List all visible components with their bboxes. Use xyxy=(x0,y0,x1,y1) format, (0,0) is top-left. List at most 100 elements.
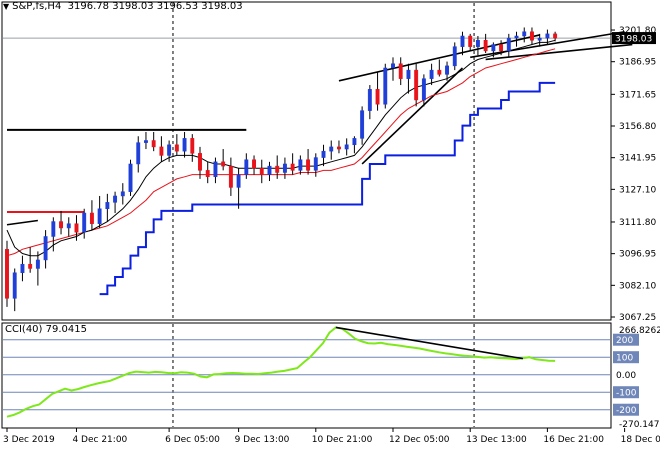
cci-levels: 200 100 0.00 -100 -200 xyxy=(3,333,639,416)
candle xyxy=(228,157,233,196)
candle xyxy=(437,59,442,77)
candle xyxy=(113,191,118,214)
candle xyxy=(182,131,187,158)
candle xyxy=(244,153,249,179)
price-tick-label: 3111.80 xyxy=(619,218,656,228)
time-tick-label: 18 Dec 05:00 xyxy=(621,435,660,445)
candle xyxy=(136,136,141,173)
candle xyxy=(352,136,357,154)
candle xyxy=(82,208,87,239)
candle xyxy=(429,63,434,86)
candle xyxy=(105,193,110,222)
candle xyxy=(321,144,326,167)
candle xyxy=(198,146,202,179)
ema-fast-line xyxy=(6,39,556,257)
dropdown-triangle-icon[interactable]: ▼ xyxy=(3,2,10,11)
ema-slow-line xyxy=(6,48,556,257)
candle xyxy=(128,159,133,196)
candle xyxy=(360,106,365,145)
candle xyxy=(159,136,164,162)
cci-level-tag xyxy=(613,403,639,416)
candle xyxy=(43,230,48,269)
candle xyxy=(74,215,79,241)
candle xyxy=(329,140,334,160)
candle xyxy=(97,195,102,228)
candle xyxy=(236,168,241,209)
candle xyxy=(398,57,403,86)
candle xyxy=(252,155,256,175)
cci-level-label: 200 xyxy=(616,336,633,346)
trend-line xyxy=(338,34,540,82)
candle xyxy=(205,161,210,184)
candle xyxy=(89,200,94,231)
time-tick-label: 6 Dec 05:00 xyxy=(165,435,220,445)
cci-min-label: -270.1479 xyxy=(619,420,660,430)
cci-level-label: 100 xyxy=(616,354,633,364)
time-tick-label: 16 Dec 21:00 xyxy=(543,435,604,445)
candle xyxy=(460,31,465,56)
candle xyxy=(259,159,264,184)
price-tick-label: 3067.25 xyxy=(619,313,656,323)
cci-min-label-group: -270.1479 xyxy=(619,420,660,430)
cci-line xyxy=(6,326,556,418)
price-axis: 3201.80 3186.95 3171.65 3156.80 3141.95 3127.… xyxy=(611,26,656,323)
time-axis: 3 Dec 2019 4 Dec 21:00 6 Dec 05:00 9 Dec 13… xyxy=(3,428,660,445)
cci-level-label: -100 xyxy=(616,389,637,399)
candle xyxy=(367,85,372,120)
price-tick-label: 3201.80 xyxy=(619,26,656,36)
cci-level-tag xyxy=(613,333,639,346)
candle xyxy=(491,42,496,58)
time-tick-label: 13 Dec 13:00 xyxy=(466,435,527,445)
price-tick-label: 3156.80 xyxy=(619,122,656,132)
candle xyxy=(375,72,380,111)
candle xyxy=(298,155,303,175)
candle xyxy=(506,33,511,58)
candle xyxy=(213,157,218,184)
main-grid xyxy=(3,3,610,427)
candle xyxy=(452,42,457,71)
candle xyxy=(337,140,341,154)
candle xyxy=(483,33,488,54)
cci-indicator-label: CCI(40) 79.0415 xyxy=(5,324,87,335)
candle xyxy=(406,63,411,94)
price-tick-label: 3141.95 xyxy=(619,154,656,164)
candle xyxy=(313,153,318,177)
candle xyxy=(120,183,125,205)
ohlc-values: 3196.78 3198.03 3196.53 3198.03 xyxy=(67,1,243,12)
candle xyxy=(445,61,449,81)
candle xyxy=(530,27,534,45)
cci-series xyxy=(6,326,556,418)
cci-level-label: 0.00 xyxy=(616,371,636,381)
candle xyxy=(66,217,71,237)
candle xyxy=(59,210,63,235)
candle xyxy=(282,157,287,179)
price-tick-label: 3186.95 xyxy=(619,58,656,68)
price-tick-label: 3096.95 xyxy=(619,250,656,260)
time-tick-label: 3 Dec 2019 xyxy=(3,435,55,445)
cci-trend-line xyxy=(335,326,524,360)
candle xyxy=(12,268,17,312)
chart-header: ▼ S&P,fs,H4 3196.78 3198.03 3196.53 3198.… xyxy=(3,1,243,12)
candle xyxy=(5,240,9,307)
cci-level-tag xyxy=(613,351,639,364)
candle xyxy=(290,153,295,175)
candle xyxy=(174,134,179,156)
main-panel-frame xyxy=(1,1,612,321)
current-price-label: 3198.03 xyxy=(615,35,652,45)
candle xyxy=(35,251,40,286)
candle xyxy=(383,63,388,109)
candle xyxy=(537,33,542,47)
cci-panel-frame xyxy=(1,322,612,429)
candle xyxy=(514,31,519,47)
trend-line xyxy=(361,67,464,165)
ema-fast-series xyxy=(6,39,556,257)
trend-line xyxy=(6,219,38,226)
cci-max-label: 266.8262 xyxy=(619,326,660,336)
candle xyxy=(151,131,156,152)
support-line xyxy=(99,81,556,296)
candle xyxy=(267,161,272,182)
candle xyxy=(275,155,280,179)
candle xyxy=(221,149,226,171)
candle xyxy=(144,131,148,150)
